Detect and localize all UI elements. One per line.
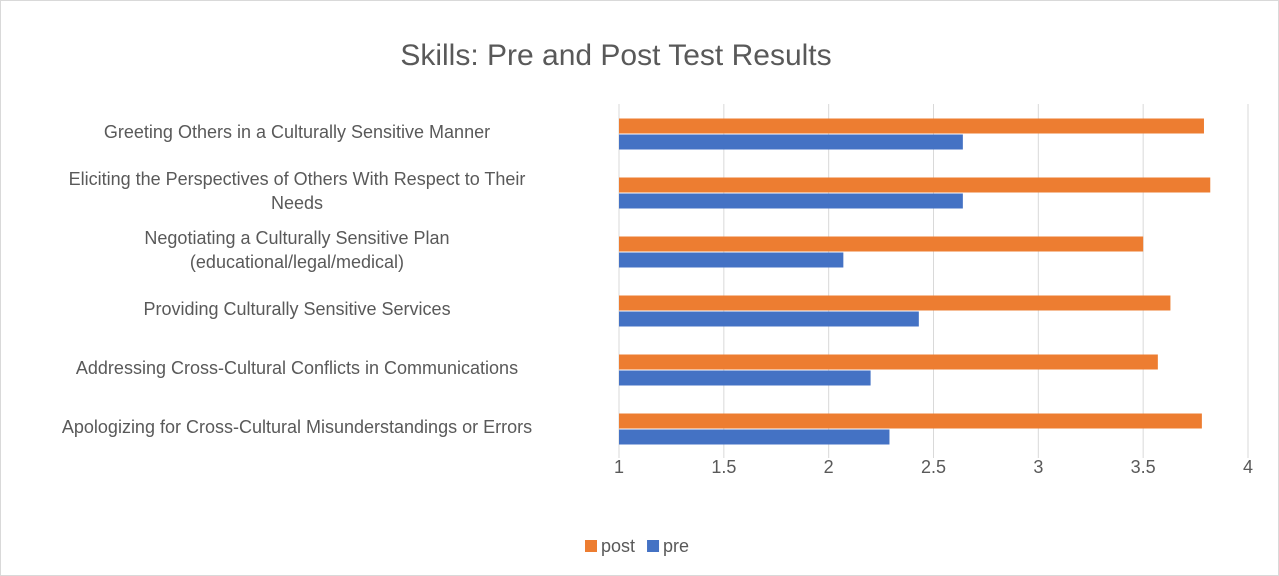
bar: [619, 236, 1144, 252]
category-text: Eliciting the Perspectives of Others Wit…: [68, 168, 526, 213]
category-text: Negotiating a Culturally Sensitive Plan …: [144, 227, 450, 272]
category-text: Addressing Cross-Cultural Conflicts in C…: [75, 357, 519, 378]
bar: [619, 252, 844, 268]
category-text: Providing Culturally Sensitive Services: [143, 298, 451, 319]
x-tick-label: 2.5: [921, 457, 946, 477]
bar: [619, 429, 890, 445]
chart-title: Skills: Pre and Post Test Results: [400, 39, 831, 72]
x-tick-label: 4: [1243, 457, 1253, 477]
category-text: Apologizing for Cross-Cultural Misunders…: [61, 416, 533, 437]
x-tick-label: 1: [614, 457, 624, 477]
bar: [619, 193, 963, 209]
legend-label: post: [601, 536, 635, 556]
y-tick-label: Addressing Cross-Cultural Conflicts in C…: [0, 356, 597, 380]
bar: [619, 370, 871, 386]
bar: [619, 134, 963, 150]
y-tick-label: Eliciting the Perspectives of Others Wit…: [0, 167, 597, 215]
bar: [619, 354, 1158, 370]
x-tick-label: 3: [1033, 457, 1043, 477]
x-tick-label: 1.5: [711, 457, 736, 477]
x-tick-label: 3.5: [1131, 457, 1156, 477]
y-tick-label: Apologizing for Cross-Cultural Misunders…: [0, 415, 597, 439]
x-tick-label: 2: [824, 457, 834, 477]
bar: [619, 177, 1211, 193]
y-tick-label: Providing Culturally Sensitive Services: [0, 297, 597, 321]
y-tick-label: Greeting Others in a Culturally Sensitiv…: [0, 120, 597, 144]
legend-label: pre: [663, 536, 689, 556]
bar: [619, 295, 1171, 311]
bar: [619, 413, 1202, 429]
legend-swatch: [585, 540, 597, 552]
legend-swatch: [647, 540, 660, 552]
category-text: Greeting Others in a Culturally Sensitiv…: [103, 121, 491, 142]
y-tick-label: Negotiating a Culturally Sensitive Plan …: [0, 226, 597, 274]
bar: [619, 118, 1204, 134]
bar: [619, 311, 919, 327]
